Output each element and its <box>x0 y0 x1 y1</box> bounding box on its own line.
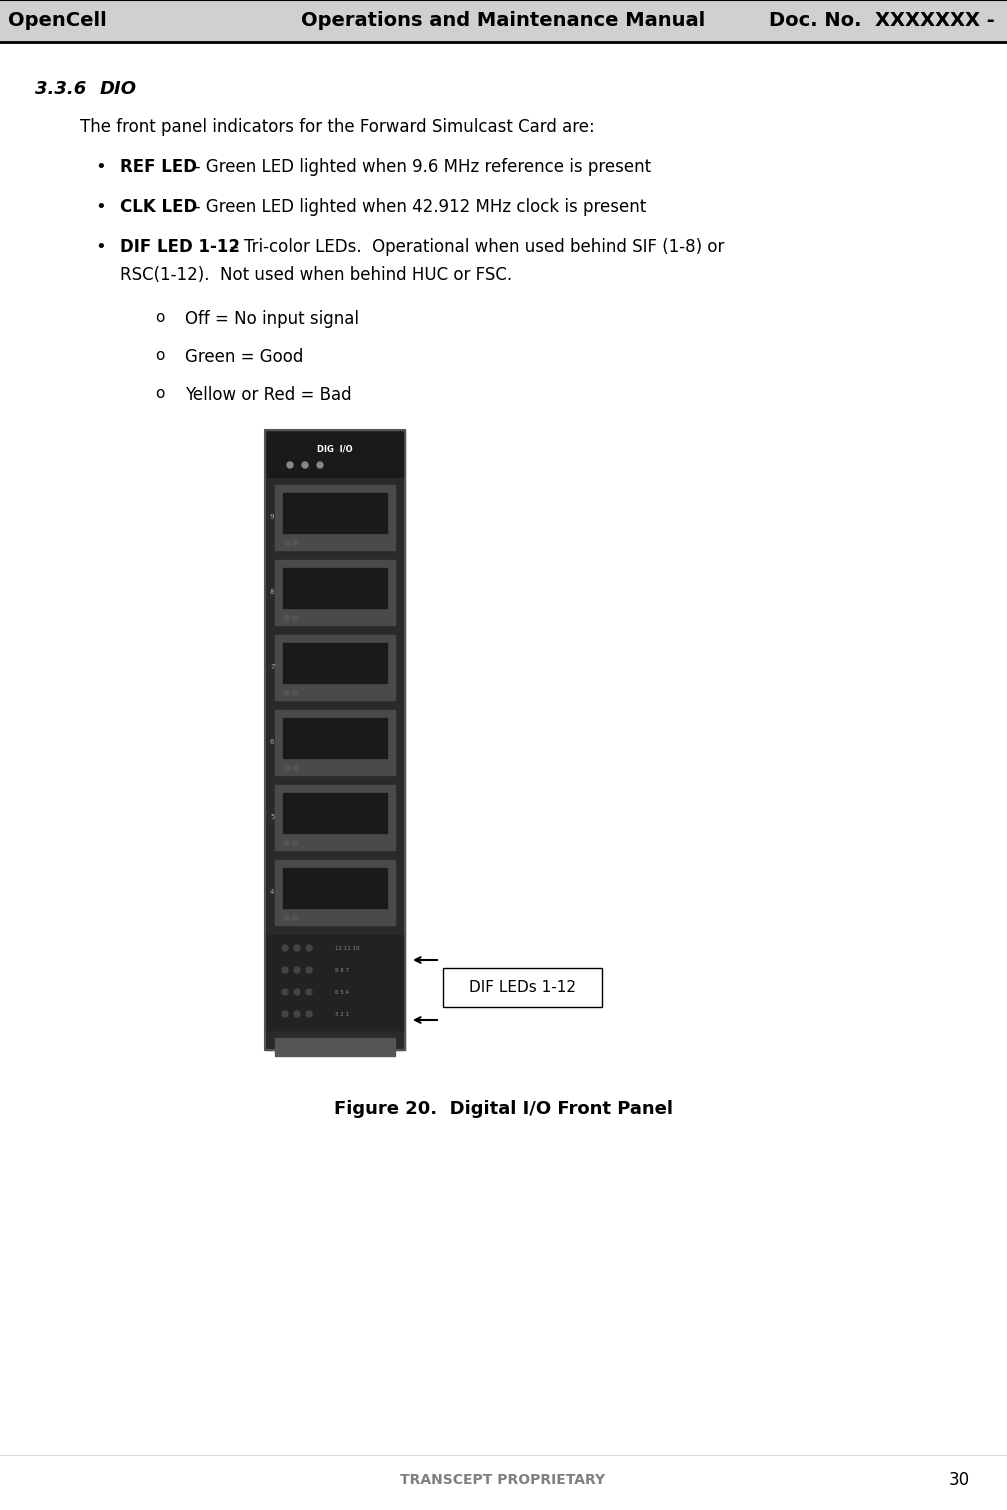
Text: 7: 7 <box>270 664 275 670</box>
Text: o: o <box>155 347 164 362</box>
Bar <box>265 430 405 1049</box>
Bar <box>283 868 387 908</box>
Bar <box>275 560 395 625</box>
Text: TRANSCEPT PROPRIETARY: TRANSCEPT PROPRIETARY <box>401 1472 605 1487</box>
Circle shape <box>294 966 300 972</box>
Circle shape <box>292 616 297 621</box>
Text: – Green LED lighted when 42.912 MHz clock is present: – Green LED lighted when 42.912 MHz cloc… <box>187 198 646 216</box>
Circle shape <box>306 966 312 972</box>
Text: Yellow or Red = Bad: Yellow or Red = Bad <box>185 387 351 405</box>
Circle shape <box>285 541 289 545</box>
Circle shape <box>306 945 312 951</box>
Bar <box>275 636 395 701</box>
Circle shape <box>292 541 297 545</box>
Text: 9: 9 <box>270 513 275 519</box>
Circle shape <box>294 945 300 951</box>
Text: o: o <box>155 387 164 402</box>
Circle shape <box>285 766 289 770</box>
Text: 8: 8 <box>270 589 275 595</box>
Text: 5: 5 <box>270 814 274 820</box>
Bar <box>283 643 387 683</box>
Bar <box>265 430 405 1049</box>
Text: 3 2 1: 3 2 1 <box>335 1012 349 1016</box>
Text: DIO: DIO <box>100 80 137 98</box>
Circle shape <box>285 616 289 621</box>
Circle shape <box>306 989 312 995</box>
Text: •: • <box>95 159 106 177</box>
Text: DIG  I/O: DIG I/O <box>317 445 352 455</box>
Circle shape <box>294 1012 300 1018</box>
Circle shape <box>292 841 297 846</box>
Bar <box>275 785 395 850</box>
Circle shape <box>292 766 297 770</box>
Text: 4: 4 <box>270 889 274 895</box>
FancyBboxPatch shape <box>443 968 602 1007</box>
Circle shape <box>317 462 323 468</box>
Circle shape <box>282 1012 288 1018</box>
Bar <box>0 0 1007 42</box>
Bar <box>283 568 387 609</box>
Text: •: • <box>95 239 106 257</box>
Text: OpenCell: OpenCell <box>8 12 107 30</box>
Circle shape <box>294 989 300 995</box>
Circle shape <box>285 690 289 696</box>
Text: RSC(1-12).  Not used when behind HUC or FSC.: RSC(1-12). Not used when behind HUC or F… <box>120 266 513 284</box>
Bar <box>275 485 395 550</box>
Text: REF LED: REF LED <box>120 159 197 177</box>
Text: DIF LED 1-12: DIF LED 1-12 <box>120 239 240 257</box>
Text: The front panel indicators for the Forward Simulcast Card are:: The front panel indicators for the Forwa… <box>80 118 595 136</box>
Text: Off = No input signal: Off = No input signal <box>185 310 359 328</box>
Bar <box>275 1037 395 1055</box>
Circle shape <box>306 1012 312 1018</box>
Circle shape <box>282 966 288 972</box>
Text: – Green LED lighted when 9.6 MHz reference is present: – Green LED lighted when 9.6 MHz referen… <box>187 159 652 177</box>
Bar <box>283 793 387 834</box>
Bar <box>283 717 387 758</box>
Text: 30: 30 <box>949 1471 970 1489</box>
Text: 9 8 7: 9 8 7 <box>335 968 349 972</box>
Text: – Tri-color LEDs.  Operational when used behind SIF (1-8) or: – Tri-color LEDs. Operational when used … <box>225 239 724 257</box>
Circle shape <box>302 462 308 468</box>
Text: Green = Good: Green = Good <box>185 347 303 365</box>
Text: o: o <box>155 310 164 325</box>
Text: CLK LED: CLK LED <box>120 198 197 216</box>
Bar <box>267 935 403 1030</box>
Text: 3.3.6: 3.3.6 <box>35 80 87 98</box>
Bar <box>275 710 395 775</box>
Text: Operations and Maintenance Manual: Operations and Maintenance Manual <box>301 12 705 30</box>
Text: •: • <box>95 198 106 216</box>
Bar <box>267 432 403 477</box>
Bar <box>275 861 395 926</box>
Circle shape <box>285 841 289 846</box>
Circle shape <box>287 462 293 468</box>
Text: Doc. No.  XXXXXXX -: Doc. No. XXXXXXX - <box>769 12 995 30</box>
Circle shape <box>282 989 288 995</box>
Text: DIF LEDs 1-12: DIF LEDs 1-12 <box>469 980 576 995</box>
Text: 6: 6 <box>270 738 275 744</box>
Circle shape <box>285 915 289 921</box>
Text: 6 5 4: 6 5 4 <box>335 989 349 995</box>
Circle shape <box>292 915 297 921</box>
Circle shape <box>292 690 297 696</box>
Circle shape <box>282 945 288 951</box>
Text: 12 11 10: 12 11 10 <box>335 945 359 950</box>
Bar <box>283 492 387 533</box>
Text: Figure 20.  Digital I/O Front Panel: Figure 20. Digital I/O Front Panel <box>333 1099 673 1117</box>
